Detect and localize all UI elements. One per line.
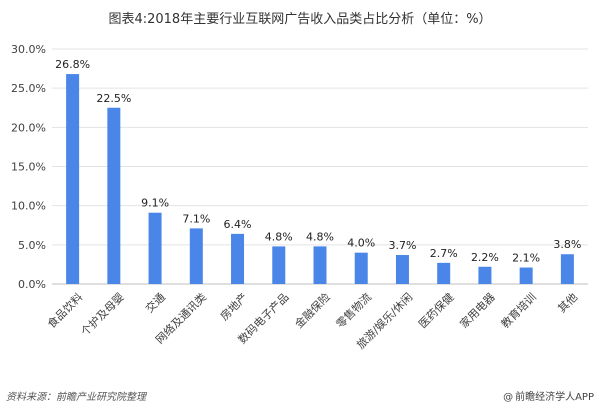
bar [519,267,533,284]
y-tick-label: 5.0% [18,239,46,252]
x-tick-label: 金融保险 [292,290,333,331]
bar [231,233,245,284]
x-tick-label: 其他 [555,291,580,316]
x-tick-label: 房地产 [217,290,250,323]
data-label: 4.8% [306,230,334,243]
at-sign-icon: @ [503,392,514,403]
bar [478,266,492,284]
chart-title: 图表4:2018年主要行业互联网广告收入品类占比分析（单位：%） [108,12,492,27]
x-tick-label: 教育培训 [498,290,539,331]
bar [313,246,327,284]
data-label: 26.8% [55,58,90,71]
y-tick-label: 20.0% [11,121,46,134]
y-tick-label: 30.0% [11,43,46,56]
bar [66,74,80,284]
data-label: 3.7% [388,239,416,252]
bar [560,254,574,284]
x-tick-label: 交通 [142,290,167,315]
data-label: 4.0% [347,237,375,250]
x-tick-label: 个护及母婴 [78,290,127,339]
bar [354,252,368,284]
data-label: 7.1% [182,212,210,225]
y-tick-label: 10.0% [11,200,46,213]
bar [148,212,162,284]
x-tick-label: 家用电器 [457,290,498,331]
data-label: 4.8% [265,230,293,243]
brand-text: 前瞻经济学人APP [515,392,594,403]
bar [395,255,409,284]
y-tick-label: 25.0% [11,82,46,95]
data-label: 3.8% [553,238,581,251]
y-tick-label: 0.0% [18,278,46,291]
x-tick-label: 医药保健 [415,290,456,331]
bar [189,228,203,284]
source-note: 资料来源：前瞻产业研究院整理 [6,392,146,403]
data-label: 6.4% [224,218,252,231]
bar [437,262,451,284]
bar [107,107,121,284]
data-label: 2.1% [512,252,540,265]
data-label: 2.7% [430,247,458,260]
data-label: 9.1% [141,197,169,210]
y-tick-label: 15.0% [11,161,46,174]
data-label: 22.5% [96,92,131,105]
brand-label: @ 前瞻经济学人APP [503,388,594,403]
data-label: 2.2% [471,251,499,264]
bar [272,246,286,284]
x-tick-label: 零售物流 [333,290,374,331]
x-tick-label: 食品饮料 [44,290,85,331]
